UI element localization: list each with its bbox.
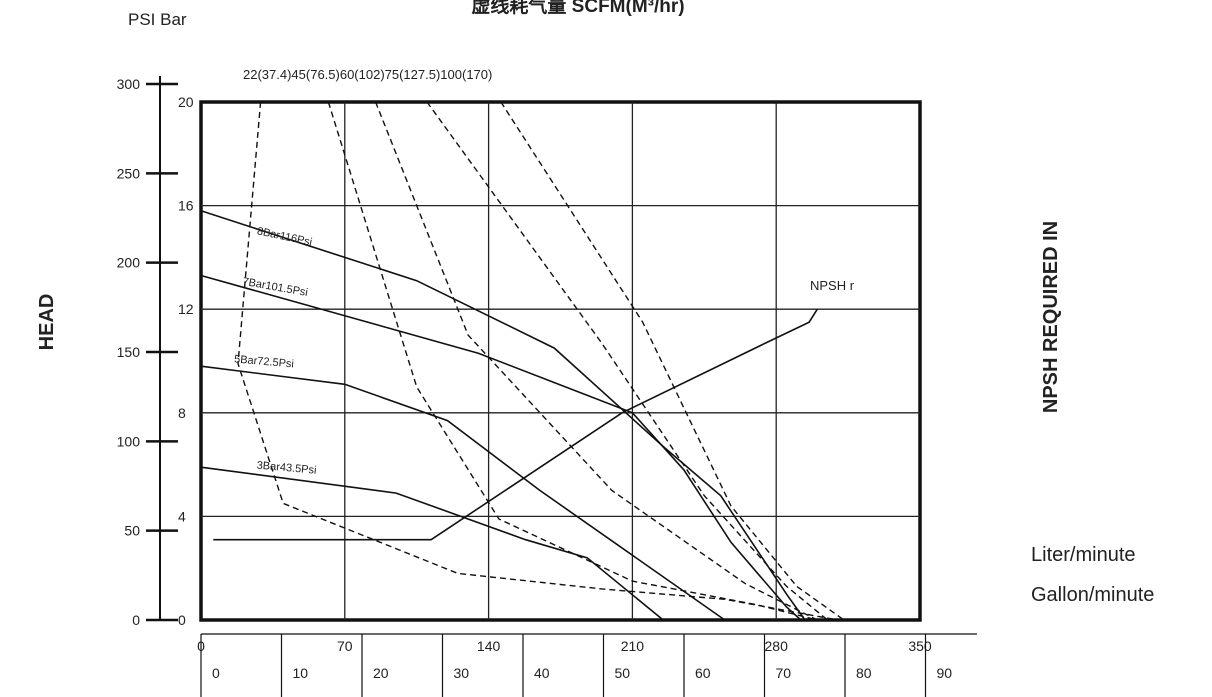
bar-tick-label-20: 20: [178, 94, 194, 110]
air-curve-100(170): [500, 101, 845, 621]
air-curve-22(37.4): [237, 101, 838, 621]
gallon-minute-scale: 0 10 20 30 40 50 60 70 80 90: [200, 633, 977, 697]
psi-tick-label-250: 250: [117, 165, 141, 181]
bar-tick-label-12: 12: [178, 301, 194, 317]
gpm-tick-label-90: 90: [937, 665, 953, 681]
pressure-curve-label-3Bar43.5Psi: 3Bar43.5Psi: [256, 460, 317, 477]
gpm-tick-label-60: 60: [695, 665, 711, 681]
psi-tick-label-0: 0: [132, 612, 140, 628]
psi-tick-label-300: 300: [117, 76, 141, 92]
gpm-tick-label-0: 0: [212, 665, 220, 681]
gpm-tick-label-50: 50: [615, 665, 631, 681]
plot-frame: 048121620070140210280350: [178, 94, 932, 654]
gpm-tick-label-80: 80: [856, 665, 872, 681]
bar-tick-label-8: 8: [178, 405, 186, 421]
x-tick-label-280: 280: [765, 638, 789, 654]
gpm-tick-label-30: 30: [454, 665, 470, 681]
chart-text: 虚线耗气量 SCFM(M³/hr) PSI Bar 22(37.4)45(76.…: [36, 0, 1154, 606]
x-tick-label-350: 350: [908, 638, 932, 654]
chart-title: 虚线耗气量 SCFM(M³/hr): [471, 0, 684, 17]
pressure-curve-label-5Bar72.5Psi: 5Bar72.5Psi: [234, 353, 295, 370]
pressure-curve-3Bar43.5Psi: [200, 466, 664, 621]
x-tick-label-140: 140: [477, 638, 501, 654]
head-axis-label: HEAD: [36, 294, 58, 351]
air-consumption-header: 22(37.4)45(76.5)60(102)75(127.5)100(170): [243, 67, 492, 82]
bar-tick-label-16: 16: [178, 198, 194, 214]
air-curve-75(127.5): [426, 101, 829, 621]
liter-minute-label: Liter/minute: [1031, 544, 1136, 566]
npsh-curve-label: NPSH r: [810, 278, 855, 293]
gpm-tick-label-70: 70: [776, 665, 792, 681]
grid-lines: [201, 102, 920, 620]
psi-tick-label-100: 100: [117, 433, 141, 449]
gpm-tick-label-40: 40: [534, 665, 550, 681]
pressure-curve-8Bar116Psi: [200, 210, 806, 621]
bar-tick-label-0: 0: [178, 612, 186, 628]
gallon-minute-label: Gallon/minute: [1031, 584, 1154, 606]
psi-tick-label-150: 150: [117, 344, 141, 360]
npsh-curve: [213, 308, 818, 541]
curves: 8Bar116Psi7Bar101.5Psi5Bar72.5Psi3Bar43.…: [200, 101, 855, 621]
gpm-tick-label-10: 10: [293, 665, 309, 681]
bar-tick-label-4: 4: [178, 508, 186, 524]
air-curve-45(76.5): [327, 101, 818, 621]
pressure-curve-7Bar101.5Psi: [200, 274, 802, 621]
x-tick-label-210: 210: [621, 638, 645, 654]
air-curve-60(102): [374, 101, 818, 621]
plot-border: [199, 100, 922, 622]
psi-tick-label-200: 200: [117, 255, 141, 271]
psi-axis: 0 50 100 150 200 250 300: [117, 76, 178, 628]
x-tick-label-70: 70: [337, 638, 353, 654]
pressure-curve-5Bar72.5Psi: [200, 365, 726, 621]
pressure-curve-label-8Bar116Psi: 8Bar116Psi: [256, 225, 313, 248]
psi-tick-label-50: 50: [124, 523, 140, 539]
gpm-tick-label-20: 20: [373, 665, 389, 681]
npsh-axis-label: NPSH REQUIRED IN: [1040, 221, 1062, 413]
psi-bar-label: PSI Bar: [128, 10, 187, 29]
